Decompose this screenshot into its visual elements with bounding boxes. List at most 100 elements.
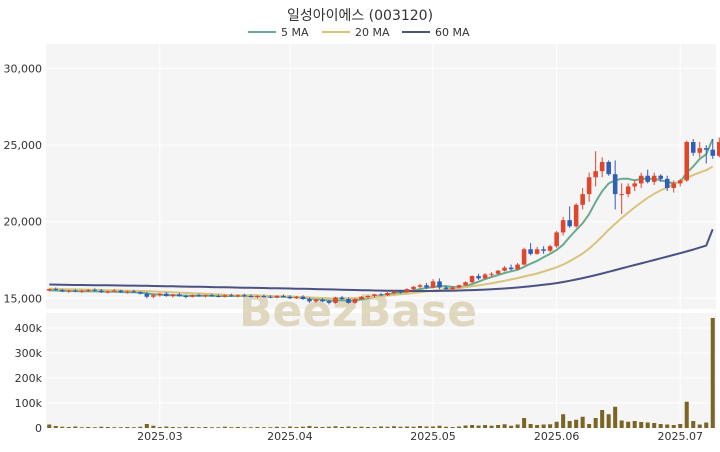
candle-body	[300, 296, 306, 300]
volume-bar	[554, 421, 559, 428]
candle	[391, 290, 397, 295]
candle	[333, 296, 338, 304]
volume-bar	[522, 418, 527, 428]
candle	[521, 247, 527, 266]
candle-body	[365, 295, 371, 297]
candle-body	[476, 276, 481, 279]
price-panel	[46, 44, 716, 309]
volume-bar	[320, 427, 325, 428]
candle-body	[684, 142, 690, 181]
volume-bar	[222, 426, 227, 428]
candle-body	[112, 290, 117, 292]
candle-body	[547, 246, 553, 251]
volume-bar	[587, 424, 592, 428]
volume-bar	[450, 427, 455, 428]
volume-bar	[463, 425, 468, 428]
volume-bar	[326, 426, 331, 428]
volume-bar	[489, 425, 494, 428]
candle	[190, 294, 195, 298]
candle-body	[66, 290, 72, 292]
candle	[86, 289, 91, 293]
volume-bar	[157, 427, 162, 428]
candle	[528, 243, 533, 256]
candle	[567, 206, 572, 228]
candle	[573, 203, 579, 228]
candle-body	[534, 249, 540, 254]
volume-bar	[177, 427, 182, 429]
candle	[398, 289, 403, 294]
candle	[255, 295, 260, 299]
volume-bar	[99, 426, 104, 428]
candle	[346, 297, 351, 304]
candle	[716, 137, 720, 158]
candle-body	[79, 290, 85, 292]
volume-bar	[86, 427, 91, 428]
candle	[307, 297, 312, 303]
volume-bar	[541, 424, 546, 428]
candle-body	[268, 296, 273, 298]
candle	[684, 140, 690, 182]
candle-body	[463, 282, 468, 286]
volume-bar	[346, 426, 351, 428]
candle-body	[209, 295, 215, 297]
candle-body	[157, 293, 163, 296]
candle-body	[313, 299, 319, 302]
volume-bar	[359, 426, 364, 428]
volume-bar	[411, 426, 416, 428]
candle	[534, 246, 540, 255]
legend-label-ma5: 5 MA	[281, 26, 309, 39]
volume-bar	[112, 427, 117, 429]
volume-bar	[183, 426, 188, 428]
volume-bar	[255, 427, 260, 428]
candle-body	[632, 183, 637, 187]
candle-body	[541, 249, 546, 251]
candle	[170, 293, 176, 298]
legend-label-ma20: 20 MA	[355, 26, 390, 39]
candle	[495, 269, 501, 275]
candle	[352, 298, 358, 304]
candle-body	[391, 291, 397, 293]
candle	[502, 266, 507, 272]
candle	[593, 151, 598, 187]
price-tick-label: 15,000	[4, 292, 43, 305]
volume-bar	[626, 421, 631, 428]
candle	[274, 295, 280, 299]
price-tick-label: 25,000	[4, 139, 43, 152]
candle-body	[216, 295, 221, 297]
candle-body	[138, 292, 143, 294]
candle	[125, 290, 130, 294]
volume-bar	[632, 421, 637, 428]
candle-body	[677, 180, 683, 184]
volume-bar	[567, 421, 572, 428]
candle	[638, 172, 644, 188]
candle-body	[716, 142, 720, 156]
candle-body	[235, 295, 241, 297]
legend: 5 MA 20 MA 60 MA	[248, 26, 470, 39]
candlesticks	[46, 137, 720, 305]
candle	[586, 172, 592, 202]
candle-body	[482, 274, 488, 279]
candle-body	[333, 297, 338, 303]
candle	[378, 292, 384, 296]
volume-bar	[684, 401, 689, 428]
candle-body	[528, 249, 533, 254]
candle	[209, 293, 215, 297]
candle-body	[372, 294, 377, 296]
candle	[625, 183, 631, 198]
candle	[320, 298, 325, 303]
volume-bar	[398, 426, 403, 428]
candle-body	[99, 290, 104, 293]
volume-bar	[216, 427, 221, 429]
candle	[92, 288, 98, 292]
candle	[430, 279, 436, 289]
candle-body	[710, 149, 716, 156]
candle-body	[248, 295, 254, 297]
candle	[664, 175, 670, 192]
candle-body	[404, 289, 410, 293]
volume-bar	[691, 421, 696, 428]
volume-bar	[190, 427, 195, 428]
candle	[424, 282, 429, 290]
candle	[632, 180, 637, 192]
volume-bar	[418, 426, 423, 428]
candle-body	[359, 296, 364, 300]
